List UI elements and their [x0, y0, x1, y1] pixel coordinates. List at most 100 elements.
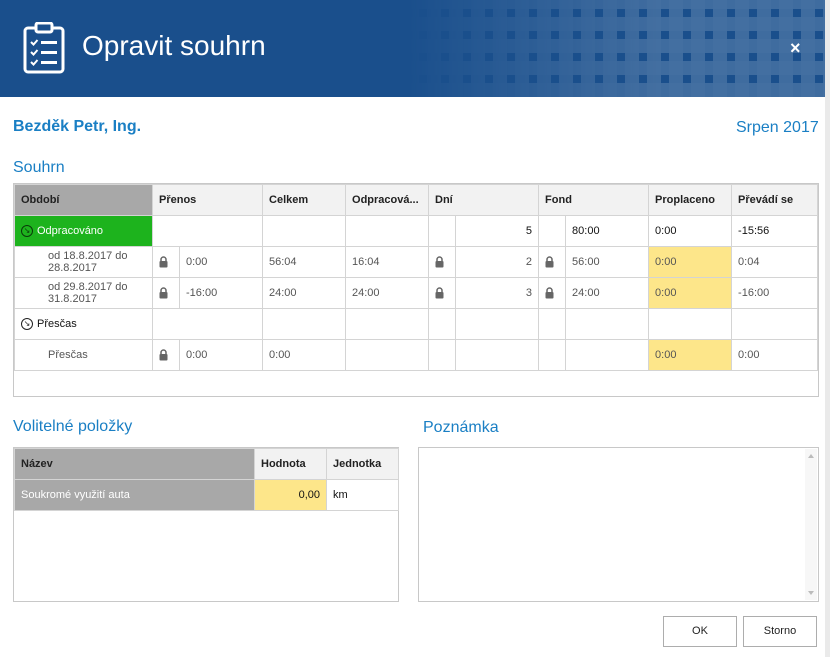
- cell-proplaceno[interactable]: 0:00: [648, 246, 733, 278]
- cell-celkem: 24:00: [262, 277, 347, 309]
- collapse-icon[interactable]: ↘: [21, 225, 33, 238]
- summary-grid[interactable]: Období Přenos Celkem Odpracová... Dní Fo…: [13, 183, 819, 397]
- optional-items-table: Název Hodnota Jednotka Soukromé využití …: [14, 448, 399, 511]
- cell-prenos: 0:00: [178, 339, 264, 371]
- summary-title: Souhrn: [13, 159, 65, 176]
- scroll-down-icon[interactable]: [808, 591, 814, 595]
- col-header-proplaceno[interactable]: Proplaceno: [648, 184, 733, 216]
- cell-celkem: [262, 215, 347, 247]
- note-box: [418, 447, 819, 605]
- cell-prevadi-se: 0:04: [731, 246, 819, 278]
- col-header-nazev[interactable]: Název: [14, 448, 255, 480]
- col-header-hodnota[interactable]: Hodnota: [254, 448, 327, 480]
- cell-prenos: 0:00: [178, 246, 264, 278]
- cell-dni: 3: [455, 277, 540, 309]
- cell-fond: [565, 339, 650, 371]
- group-label: Přesčas: [37, 317, 77, 330]
- cell-odpracovano: 16:04: [345, 246, 430, 278]
- cell-prevadi-se: -16:00: [731, 277, 819, 309]
- cell-obdobi: od 29.8.2017 do 31.8.2017: [14, 277, 153, 309]
- cell-jednotka: km: [326, 479, 399, 511]
- col-header-obdobi[interactable]: Období: [14, 184, 153, 216]
- col-header-jednotka[interactable]: Jednotka: [326, 448, 399, 480]
- cell-dni: 2: [455, 246, 540, 278]
- lock-icon: [435, 287, 444, 299]
- lock-icon: [159, 256, 168, 268]
- cell-dni-lock: [428, 277, 457, 309]
- cell-fond: [565, 308, 650, 340]
- lock-icon: [159, 349, 168, 361]
- cell-prenos-lock: [152, 246, 180, 278]
- cell-prevadi-se: -15:56: [731, 215, 819, 247]
- window-edge: [825, 0, 830, 657]
- table-row[interactable]: Přesčas 0:00 0:00 0:00 0:00: [14, 339, 819, 371]
- group-row-prescas[interactable]: ↘ Přesčas: [14, 308, 819, 340]
- cell-prenos-lock: [152, 339, 180, 371]
- table-row[interactable]: Soukromé využití auta 0,00 km: [14, 479, 399, 511]
- col-header-fond[interactable]: Fond: [538, 184, 650, 216]
- cell-prenos: [151, 308, 264, 340]
- cell-dni: [455, 339, 540, 371]
- cell-dni-lock: [428, 308, 457, 340]
- cell-odpracovano: [345, 215, 430, 247]
- cell-odpracovano: [345, 308, 430, 340]
- ok-button[interactable]: OK: [663, 616, 737, 647]
- cell-celkem: [262, 308, 347, 340]
- person-name: Bezděk Petr, Ing.: [13, 118, 142, 135]
- col-header-dni[interactable]: Dní: [428, 184, 540, 216]
- lock-icon: [159, 287, 168, 299]
- group-row-odpracovano[interactable]: ↘ Odpracováno 5 80:00 0:00 -15:56: [14, 215, 819, 247]
- dialog-title: Opravit souhrn: [82, 30, 266, 61]
- cell-fond: 56:00: [565, 246, 650, 278]
- cancel-button[interactable]: Storno: [743, 616, 817, 647]
- cell-prenos: [151, 215, 264, 247]
- cell-celkem: 56:04: [262, 246, 347, 278]
- group-cell-odpracovano[interactable]: ↘ Odpracováno: [14, 215, 153, 247]
- scroll-up-icon[interactable]: [808, 454, 814, 458]
- cell-dni: 5: [455, 215, 540, 247]
- cell-dni-lock: [428, 215, 457, 247]
- cell-odpracovano: 24:00: [345, 277, 430, 309]
- cell-obdobi: od 18.8.2017 do 28.8.2017: [14, 246, 153, 278]
- lock-icon: [435, 256, 444, 268]
- col-header-prevadi-se[interactable]: Převádí se: [731, 184, 819, 216]
- col-header-prenos[interactable]: Přenos: [151, 184, 264, 216]
- cell-celkem: 0:00: [262, 339, 347, 371]
- cell-fond-lock: [538, 308, 567, 340]
- cell-prenos: -16:00: [178, 277, 264, 309]
- cell-fond-lock: [538, 277, 567, 309]
- cell-fond-lock: [538, 215, 567, 247]
- cell-proplaceno[interactable]: 0:00: [648, 339, 733, 371]
- col-header-odpracovano[interactable]: Odpracová...: [345, 184, 430, 216]
- col-header-celkem[interactable]: Celkem: [262, 184, 347, 216]
- note-title: Poznámka: [423, 419, 499, 436]
- cell-prenos-lock: [152, 277, 180, 309]
- collapse-icon[interactable]: ↘: [21, 318, 33, 331]
- cell-fond-lock: [538, 339, 567, 371]
- cell-proplaceno[interactable]: 0:00: [648, 215, 733, 247]
- cell-dni-lock: [428, 339, 457, 371]
- header-pattern: [405, 0, 825, 97]
- cell-hodnota[interactable]: 0,00: [254, 479, 327, 511]
- note-textarea[interactable]: [419, 448, 808, 605]
- cell-prevadi-se: [731, 308, 819, 340]
- cell-dni-lock: [428, 246, 457, 278]
- summary-table: Období Přenos Celkem Odpracová... Dní Fo…: [14, 184, 819, 371]
- cell-fond: 80:00: [565, 215, 650, 247]
- cell-proplaceno[interactable]: 0:00: [648, 277, 733, 309]
- close-button[interactable]: ×: [790, 38, 801, 58]
- cell-fond-lock: [538, 246, 567, 278]
- clipboard-checklist-icon: [23, 22, 65, 74]
- group-cell-prescas[interactable]: ↘ Přesčas: [14, 308, 153, 340]
- lock-icon: [545, 256, 554, 268]
- cell-nazev: Soukromé využití auta: [14, 479, 255, 511]
- table-row[interactable]: od 18.8.2017 do 28.8.2017 0:00 56:04 16:…: [14, 246, 819, 278]
- table-row[interactable]: od 29.8.2017 do 31.8.2017 -16:00 24:00 2…: [14, 277, 819, 309]
- optional-items-title: Volitelné položky: [13, 418, 133, 435]
- dialog-header: Opravit souhrn ×: [0, 0, 825, 97]
- cell-obdobi: Přesčas: [14, 339, 153, 371]
- optional-items-grid[interactable]: Název Hodnota Jednotka Soukromé využití …: [13, 447, 399, 602]
- note-scrollbar[interactable]: [805, 449, 817, 600]
- cell-fond: 24:00: [565, 277, 650, 309]
- lock-icon: [545, 287, 554, 299]
